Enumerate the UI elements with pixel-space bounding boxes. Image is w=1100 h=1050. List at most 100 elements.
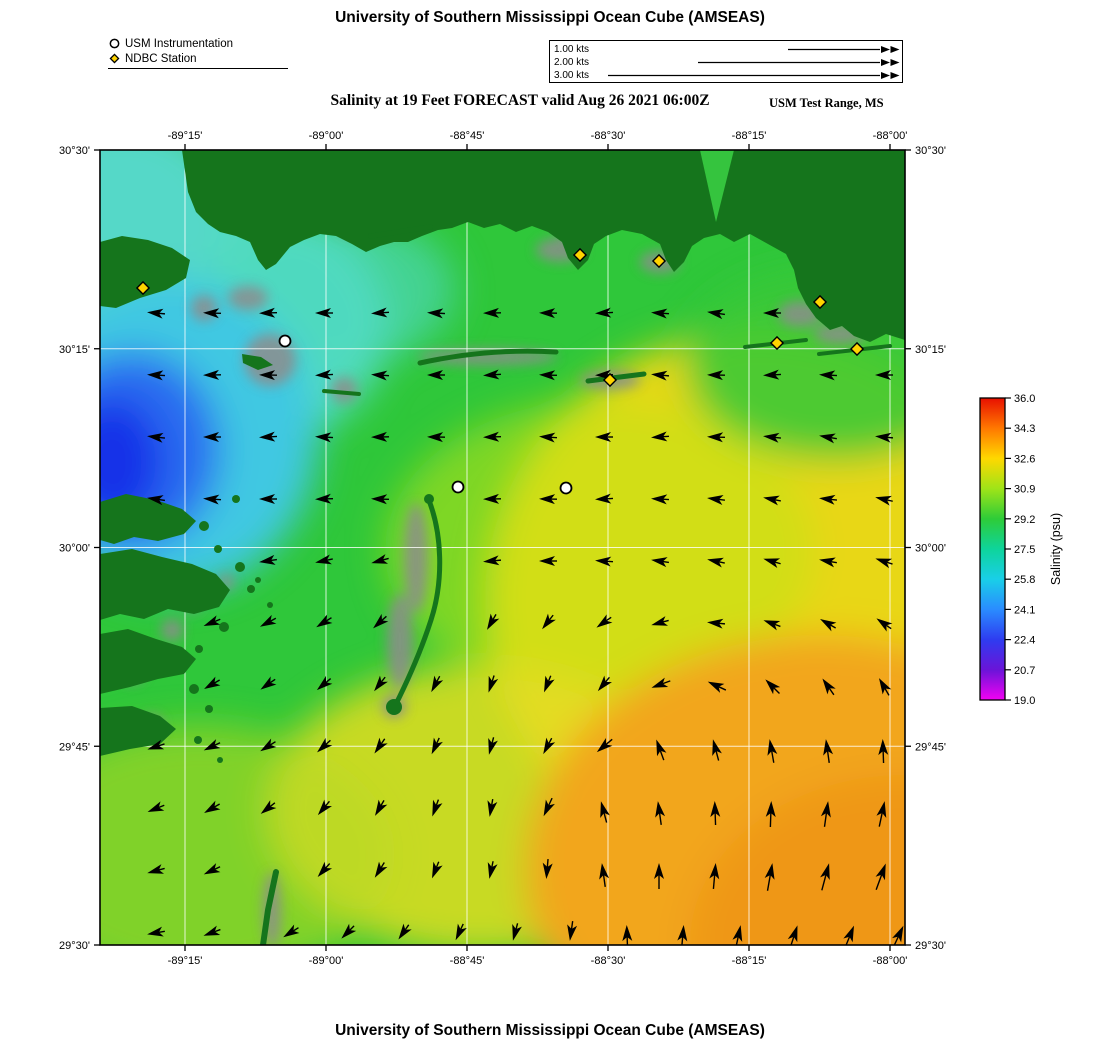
map-canvas [100,150,905,945]
current-arrow [259,554,278,565]
current-arrow [567,921,578,941]
scale-arrowhead [881,46,890,53]
svg-text:29.2: 29.2 [1014,514,1035,526]
island-cat [242,354,273,370]
svg-text:24.1: 24.1 [1014,604,1035,616]
current-arrow [203,739,221,751]
current-arrow [819,494,838,505]
land-northwest-peninsula [100,236,190,308]
ndbc-station-marker [769,335,785,351]
current-arrow [763,495,781,506]
current-arrow [763,308,781,318]
current-arrow [878,739,889,764]
current-arrow [427,308,446,319]
current-arrow [259,431,278,442]
current-arrow [764,863,775,891]
axes: -89°15' -89°15' -89°00' -89°00' -88°45' -88°4… [59,130,946,967]
current-arrow [487,861,498,879]
usm-station-marker [451,480,465,494]
current-arrow [763,432,782,443]
marsh-patch-2 [100,549,230,620]
current-arrow [595,556,614,567]
svg-text:19.0: 19.0 [1014,695,1035,707]
current-arrow [651,494,670,505]
current-arrow [710,801,721,826]
test-range-label: USM Test Range, MS [769,96,884,110]
svg-text:32.6: 32.6 [1014,453,1035,465]
current-arrow [432,799,443,817]
scale-1kt-label: 1.00 kts [554,44,590,55]
svg-text:-88°00': -88°00' [873,955,908,967]
current-arrow [595,432,613,442]
current-arrow [539,556,557,566]
figure-title-top: University of Southern Mississippi Ocean… [335,9,765,26]
scale-arrowhead [890,72,900,79]
colorbar-ticks: 36.0 34.3 32.6 30.9 29.2 27.5 25.8 24.1 22.4 20.7… [1005,393,1035,707]
station-markers [135,247,865,495]
island-chandeleur-south [386,699,402,715]
current-arrow [483,369,502,380]
current-arrow [823,739,834,763]
current-arrow [819,557,837,568]
ndbc-diamond-icon [109,53,120,64]
scale-2kt-label: 2.00 kts [554,57,590,68]
current-arrow [709,863,720,889]
current-arrow [651,557,670,568]
current-arrow [767,739,778,763]
svg-text:29°30': 29°30' [59,940,90,952]
current-arrow [542,858,553,879]
current-arrow [820,863,830,891]
usm-station-marker [278,334,292,348]
current-arrow [765,679,781,695]
current-arrow [654,863,664,889]
current-arrow [876,801,887,827]
current-arrow [543,797,555,817]
current-arrow [875,558,893,569]
current-arrow [483,555,502,566]
svg-text:30°00': 30°00' [59,543,90,555]
figure-title-bottom: University of Southern Mississippi Ocean… [335,1022,765,1039]
current-arrow [651,677,671,688]
velocity-scale-box: 1.00 kts 2.00 kts 3.00 kts [549,40,903,83]
current-arrow [596,738,613,753]
scale-3kt-label: 3.00 kts [554,70,590,81]
current-arrow [651,308,670,319]
svg-text:-88°45': -88°45' [450,130,485,142]
current-arrow [512,923,522,941]
ndbc-station-marker [602,372,618,388]
current-arrow [595,307,614,318]
current-arrow [539,370,558,381]
current-arrow [820,619,837,632]
island-chandeleur-north [424,494,434,504]
current-arrow [596,614,613,628]
current-arrow [875,370,893,380]
current-arrow [147,926,165,937]
current-arrow [707,309,726,320]
current-arrow [260,738,277,752]
svg-text:27.5: 27.5 [1014,544,1035,556]
current-arrow [488,675,499,693]
scale-arrowhead [881,72,890,79]
island-breton-strip [260,869,279,945]
svg-text:20.7: 20.7 [1014,665,1035,677]
current-arrow [544,675,555,693]
current-arrow [398,923,412,940]
current-vectors [147,307,904,945]
current-arrow [488,737,498,755]
current-arrow [483,431,502,442]
svg-text:30°30': 30°30' [59,145,90,157]
current-arrow [707,618,726,629]
current-arrow [203,494,222,505]
island-ship [322,389,361,396]
current-arrow [341,923,357,939]
velocity-scale-arrows [608,46,900,79]
current-arrow [371,554,389,564]
current-arrow [259,614,277,627]
current-arrow [820,801,831,827]
svg-text:-89°00': -89°00' [309,955,344,967]
legend-item-ndbc: NDBC Station [108,51,233,66]
legend-underline [108,68,288,69]
svg-text:34.3: 34.3 [1014,423,1035,435]
